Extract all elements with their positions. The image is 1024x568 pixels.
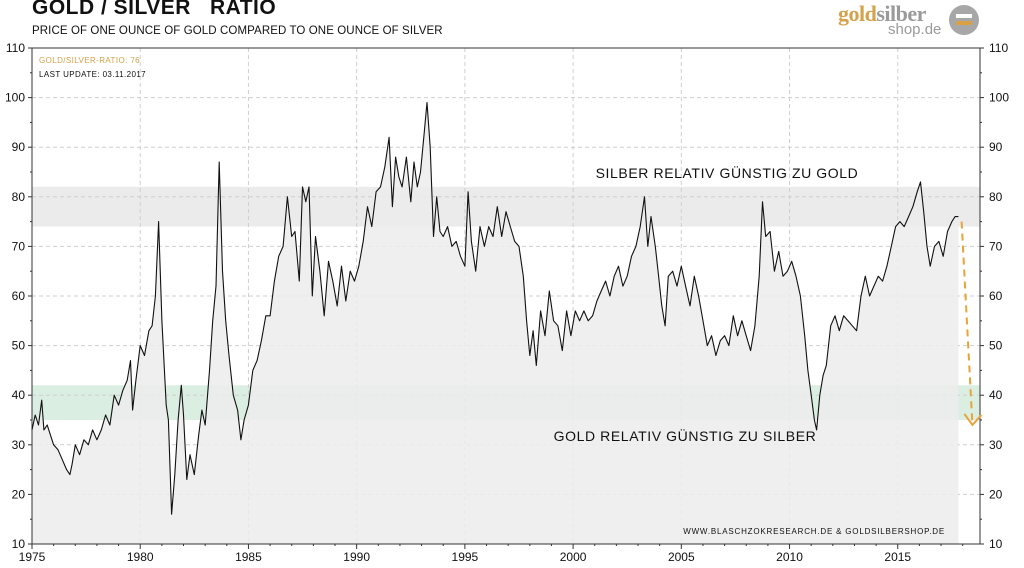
y-tick-label-left: 100: [5, 91, 25, 105]
logo-word-gold: gold: [838, 1, 877, 26]
legend-update: LAST UPDATE: 03.11.2017: [39, 70, 146, 79]
y-tick-label-left: 50: [12, 339, 26, 353]
coin-icon: [949, 5, 979, 35]
y-tick-label-right: 60: [989, 289, 1003, 303]
chart-title: GOLD / SILVER RATIO: [32, 0, 277, 19]
x-tick-label: 1985: [235, 550, 262, 564]
tick-layer: 10 10 20 20 30 30 40 40 50 50 60 60 70 70 80 80 90 90 100 1…: [5, 41, 1009, 564]
x-tick-label: 2015: [884, 550, 911, 564]
y-tick-label-right: 70: [989, 239, 1003, 253]
y-tick-label-left: 70: [12, 239, 26, 253]
y-tick-label-right: 10: [989, 537, 1003, 551]
y-tick-label-right: 90: [989, 140, 1003, 154]
y-tick-label-left: 60: [12, 289, 26, 303]
goldsilbershop-logo: goldsilber shop.de: [838, 1, 1024, 39]
logo-word-silber: silber: [876, 1, 926, 26]
y-tick-label-right: 40: [989, 388, 1003, 402]
series-line-gold-silver-ratio: [31, 102, 959, 515]
y-tick-label-left: 90: [12, 140, 26, 154]
area-layer: [32, 102, 959, 544]
arrow-shaft: [960, 221, 974, 426]
series-layer: [31, 102, 959, 515]
y-tick-label-left: 40: [12, 388, 26, 402]
x-tick-label: 1995: [452, 550, 479, 564]
arrow-head-icon: [963, 413, 983, 427]
trend-arrow: [960, 221, 983, 427]
y-tick-label-left: 110: [6, 41, 25, 55]
band-label-upper: SILBER RELATIV GÜNSTIG ZU GOLD: [596, 164, 859, 181]
y-tick-label-right: 50: [989, 339, 1003, 353]
credit-text: WWW.BLASCHZOKRESEARCH.DE & GOLDSILBERSHO…: [683, 527, 945, 536]
x-tick-label: 1975: [19, 550, 46, 564]
logo-wordmark: goldsilber: [838, 1, 926, 27]
y-tick-label-left: 20: [12, 487, 26, 501]
band-label-lower: GOLD RELATIV GÜNSTIG ZU SILBER: [554, 427, 817, 444]
y-tick-label-right: 100: [989, 91, 1009, 105]
y-tick-label-right: 110: [989, 41, 1008, 55]
y-tick-label-right: 20: [989, 487, 1003, 501]
legend-series: GOLD/SILVER-RATIO: 76: [39, 56, 140, 65]
x-tick-label: 2000: [560, 550, 587, 564]
x-tick-label: 2010: [776, 550, 803, 564]
y-tick-label-left: 10: [12, 537, 26, 551]
y-tick-label-right: 80: [989, 190, 1003, 204]
series-area: [32, 102, 959, 544]
x-tick-label: 1990: [343, 550, 370, 564]
y-tick-label-left: 30: [12, 438, 26, 452]
y-tick-label-right: 30: [989, 438, 1003, 452]
logo-domain: shop.de: [888, 21, 942, 38]
x-tick-label: 1980: [127, 550, 154, 564]
chart-subtitle: PRICE OF ONE OUNCE OF GOLD COMPARED TO O…: [32, 25, 443, 37]
y-tick-label-left: 80: [12, 190, 26, 204]
x-tick-label: 2005: [668, 550, 695, 564]
